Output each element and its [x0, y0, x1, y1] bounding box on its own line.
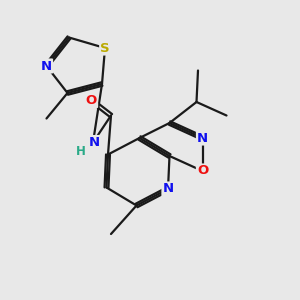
Text: N: N: [89, 136, 100, 149]
Text: O: O: [86, 94, 97, 107]
Text: N: N: [197, 131, 208, 145]
Text: H: H: [76, 145, 85, 158]
Text: N: N: [162, 182, 174, 196]
Text: O: O: [197, 164, 208, 178]
Text: S: S: [100, 41, 110, 55]
Text: N: N: [41, 59, 52, 73]
